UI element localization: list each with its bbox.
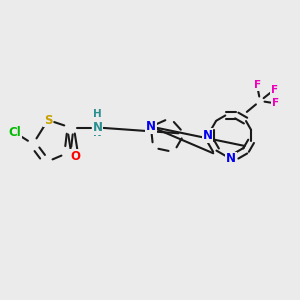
Text: F: F [272,98,279,108]
Text: Cl: Cl [9,126,21,139]
Text: N: N [92,121,103,134]
Text: O: O [70,149,80,163]
Text: N: N [226,152,236,166]
Text: H: H [93,109,102,119]
Text: H
N: H N [93,117,102,138]
Text: N: N [202,129,213,142]
Text: N: N [146,120,156,133]
Text: F: F [254,80,261,90]
Text: S: S [44,113,52,127]
Text: F: F [271,85,278,94]
